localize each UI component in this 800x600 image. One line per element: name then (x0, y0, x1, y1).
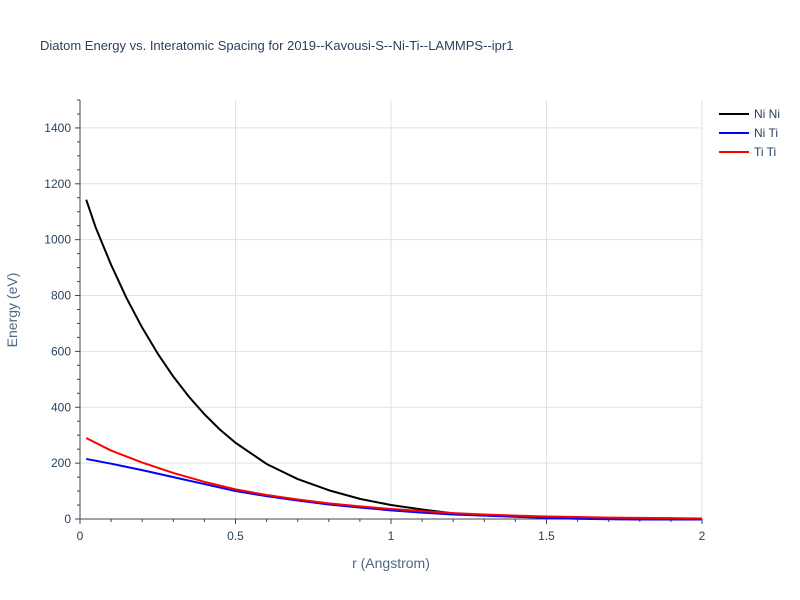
series-line-ni-ti (86, 457, 702, 521)
legend-label-ti-ti: Ti Ti (754, 145, 776, 159)
x-tick-label: 0.5 (227, 529, 244, 543)
y-tick-label: 200 (51, 456, 71, 470)
x-tick-label: 1.5 (538, 529, 555, 543)
y-tick-label: 1400 (44, 121, 71, 135)
axes: 0 200 400 600 800 1000 1200 1400 0 0.5 1 1.5 2 (44, 99, 706, 543)
y-axis-title: Energy (eV) (4, 273, 20, 348)
y-tick-label: 0 (64, 512, 71, 526)
x-tick-label: 0 (77, 529, 84, 543)
x-tick-label: 2 (699, 529, 706, 543)
x-tick-label: 1 (388, 529, 395, 543)
y-tick-label: 600 (51, 344, 71, 358)
x-axis-title: r (Angstrom) (352, 555, 430, 571)
y-tick-label: 800 (51, 289, 71, 303)
series-lines (85, 199, 703, 521)
grid (80, 100, 703, 519)
series-line-ni-ni (85, 199, 703, 520)
legend-label-ni-ni: Ni Ni (754, 107, 780, 121)
chart-title: Diatom Energy vs. Interatomic Spacing fo… (40, 38, 513, 53)
legend-label-ni-ti: Ni Ti (754, 126, 778, 140)
series-line-ti-ti (85, 437, 703, 520)
y-tick-label: 1000 (44, 233, 71, 247)
legend[interactable]: Ni Ni Ni Ti Ti Ti (719, 107, 780, 159)
y-tick-label: 400 (51, 400, 71, 414)
y-tick-label: 1200 (44, 177, 71, 191)
